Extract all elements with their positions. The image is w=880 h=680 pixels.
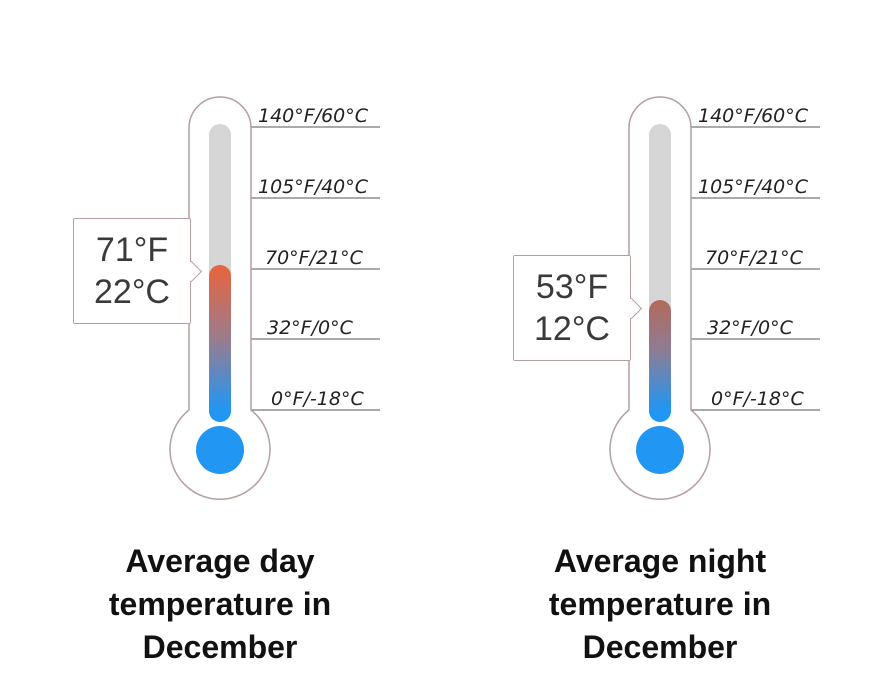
scale-tick-label: 32°F/0°C — [707, 317, 794, 339]
value-fahrenheit: 71°F — [95, 231, 169, 269]
thermometer-day: 140°F/60°C 105°F/40°C 70°F/21°C 32°F/0°C 0°F… — [0, 0, 440, 680]
thermometer-fill — [649, 300, 671, 422]
chart-title: Average day temperature in December — [108, 543, 332, 665]
thermometer-fill — [209, 265, 231, 422]
thermometer-bulb — [196, 426, 244, 474]
thermometer-day-graphic: 140°F/60°C 105°F/40°C 70°F/21°C 32°F/0°C 0°F… — [169, 96, 380, 500]
value-fahrenheit: 53°F — [535, 268, 609, 306]
scale-tick-label: 70°F/21°C — [265, 247, 364, 269]
scale-tick-label: 105°F/40°C — [258, 176, 369, 198]
value-celsius: 12°C — [534, 310, 610, 348]
value-callout: 53°F 12°C — [513, 255, 631, 361]
scale-tick-label: 140°F/60°C — [698, 105, 809, 127]
scale-tick-label: 0°F/-18°C — [711, 388, 804, 410]
thermometer-night: 140°F/60°C 105°F/40°C 70°F/21°C 32°F/0°C 0°F… — [440, 0, 880, 680]
chart-title: Average night temperature in December — [548, 543, 772, 665]
scale-tick-label: 0°F/-18°C — [271, 388, 364, 410]
value-celsius: 22°C — [94, 273, 170, 311]
scale-tick-label: 70°F/21°C — [705, 247, 804, 269]
scale-tick-label: 140°F/60°C — [258, 105, 369, 127]
scale-tick-label: 105°F/40°C — [698, 176, 809, 198]
value-callout: 71°F 22°C — [73, 218, 191, 324]
scale-tick-label: 32°F/0°C — [267, 317, 354, 339]
thermometer-bulb — [636, 426, 684, 474]
thermometer-night-graphic: 140°F/60°C 105°F/40°C 70°F/21°C 32°F/0°C 0°F… — [609, 96, 820, 500]
